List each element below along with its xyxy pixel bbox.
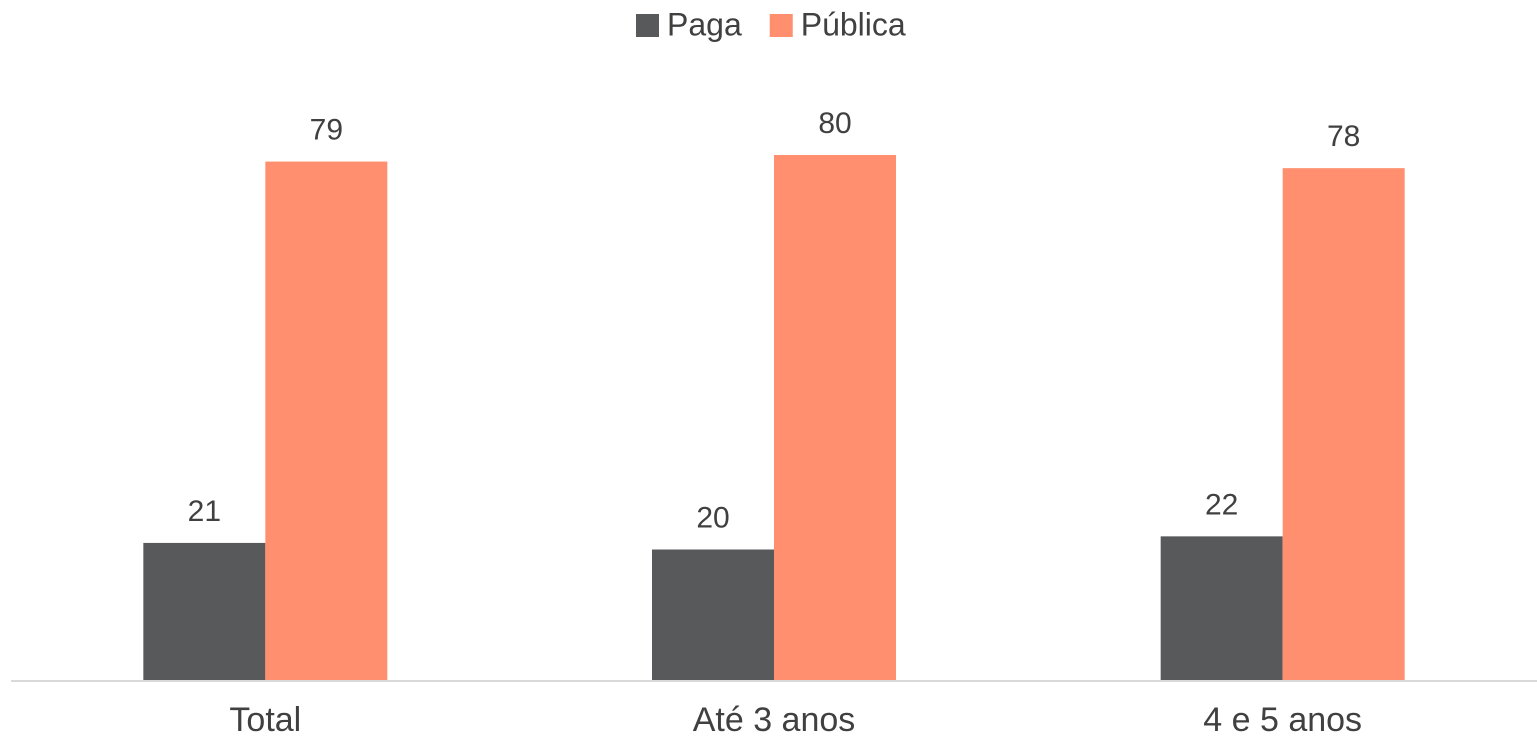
x-tick-label: Total	[229, 701, 301, 739]
bar	[652, 549, 774, 681]
bar	[1160, 536, 1283, 681]
bar	[774, 155, 896, 681]
legend-label: Paga	[667, 6, 742, 42]
x-tick-label: Até 3 anos	[693, 701, 856, 739]
legend-label: Pública	[801, 6, 906, 42]
data-label: 79	[310, 113, 343, 146]
data-label: 80	[818, 107, 851, 140]
bar	[143, 542, 266, 681]
data-label: 78	[1327, 120, 1360, 153]
data-label: 21	[188, 495, 221, 528]
x-tick-label: 4 e 5 anos	[1203, 701, 1362, 739]
bar	[265, 161, 388, 681]
data-label: 22	[1205, 488, 1238, 521]
legend-swatch	[636, 14, 659, 37]
legend-swatch	[769, 14, 793, 37]
data-label: 20	[696, 501, 729, 534]
bar	[1282, 168, 1405, 681]
